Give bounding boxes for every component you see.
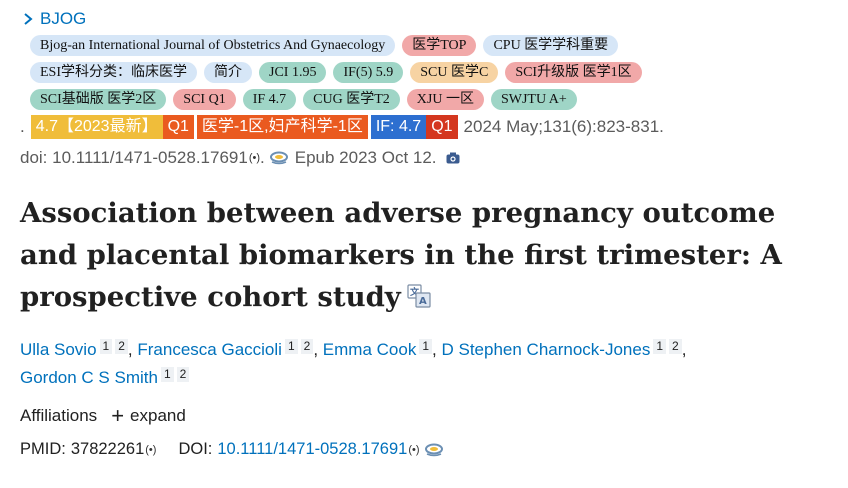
- author-link[interactable]: D Stephen Charnock-Jones: [441, 340, 651, 359]
- affiliation-number[interactable]: 1: [419, 339, 433, 354]
- svg-text:文: 文: [409, 286, 420, 298]
- journal-tag[interactable]: SCI基础版 医学2区: [30, 89, 167, 110]
- expand-affiliations-button[interactable]: + expand: [111, 403, 186, 428]
- author-separator: ,: [681, 340, 687, 359]
- broadcast-icon[interactable]: (•): [248, 152, 261, 164]
- journal-tag[interactable]: SWJTU A+: [490, 89, 577, 110]
- affiliation-number[interactable]: 2: [669, 339, 682, 354]
- journal-tag[interactable]: CUG 医学T2: [303, 89, 400, 110]
- camera-icon[interactable]: [446, 152, 460, 164]
- affiliation-number[interactable]: 1: [99, 339, 113, 354]
- doi-line: doi: 10.1111/1471-0528.17691 (•) . Epub …: [20, 148, 460, 168]
- doi-label: DOI:: [178, 440, 213, 458]
- citation-dot: .: [20, 117, 25, 136]
- author-link[interactable]: Gordon C S Smith: [20, 368, 158, 387]
- journal-tag[interactable]: ESI学科分类：临床医学: [30, 62, 197, 83]
- q-badge: Q1: [426, 115, 458, 139]
- tag-row-1: Bjog-an International Journal of Obstetr…: [30, 35, 619, 56]
- author-list: Ulla Sovio 1 2, Francesca Gaccioli 1 2, Emma…: [20, 336, 830, 392]
- author-separator: ,: [432, 340, 437, 359]
- plus-icon: +: [111, 403, 125, 428]
- article-title-text: Association between adverse pregnancy ou…: [20, 197, 782, 313]
- affiliation-number[interactable]: 2: [176, 367, 190, 382]
- affiliation-number[interactable]: 2: [115, 339, 128, 354]
- category-badge: 医学-1区,妇产科学-1区: [196, 115, 368, 139]
- doi-broadcast-icon[interactable]: (•): [408, 443, 420, 456]
- doi-scholar-ring-icon[interactable]: [424, 443, 444, 457]
- citation-doi[interactable]: doi: 10.1111/1471-0528.17691: [20, 148, 248, 167]
- author-link[interactable]: Ulla Sovio: [20, 340, 97, 359]
- author-link[interactable]: Emma Cook: [322, 340, 417, 359]
- scholar-ring-icon[interactable]: [269, 151, 289, 165]
- chevron-right-icon: [24, 13, 33, 25]
- affiliation-number[interactable]: 1: [160, 367, 174, 382]
- doi-link[interactable]: 10.1111/1471-0528.17691: [217, 440, 408, 458]
- affiliation-number[interactable]: 1: [284, 339, 298, 354]
- author-separator: ,: [127, 340, 133, 359]
- epub-date: Epub 2023 Oct 12.: [294, 148, 437, 167]
- citation-line: . 4.7【2023最新】 Q1 医学-1区,妇产科学-1区 IF: 4.7 Q…: [20, 115, 664, 139]
- translate-icon[interactable]: 文 A: [407, 284, 431, 308]
- journal-tag[interactable]: JCI 1.95: [259, 62, 327, 83]
- journal-tag[interactable]: 医学TOP: [402, 35, 477, 56]
- journal-tag[interactable]: SCI Q1: [173, 89, 236, 110]
- affiliations-label: Affiliations: [20, 406, 98, 425]
- pmid-label: PMID:: [20, 440, 66, 458]
- journal-tag[interactable]: SCU 医学C: [410, 62, 499, 83]
- journal-tag[interactable]: SCI升级版 医学1区: [505, 62, 642, 83]
- quartile-badge: Q1: [162, 115, 194, 139]
- impact-badge: 4.7【2023最新】: [30, 115, 163, 139]
- article-title: Association between adverse pregnancy ou…: [20, 192, 835, 318]
- journal-tag[interactable]: CPU 医学学科重要: [483, 35, 619, 56]
- if-badge: IF: 4.7: [370, 115, 427, 139]
- journal-tag[interactable]: Bjog-an International Journal of Obstetr…: [30, 35, 396, 56]
- journal-tag[interactable]: IF(5) 5.9: [333, 62, 404, 83]
- author-link[interactable]: Francesca Gaccioli: [137, 340, 282, 359]
- journal-tag[interactable]: IF 4.7: [242, 89, 297, 110]
- author-separator: ,: [313, 340, 319, 359]
- article-ids: PMID: 37822261 (•) DOI: 10.1111/1471-052…: [20, 440, 450, 459]
- journal-name: BJOG: [40, 9, 87, 28]
- svg-text:A: A: [419, 296, 427, 307]
- pmid-broadcast-icon[interactable]: (•): [145, 443, 157, 456]
- tag-row-2: ESI学科分类：临床医学 简介 JCI 1.95 IF(5) 5.9 SCU 医学C SC…: [30, 62, 642, 83]
- affiliation-number[interactable]: 1: [653, 339, 667, 354]
- tag-row-3: SCI基础版 医学2区 SCI Q1 IF 4.7 CUG 医学T2 XJU 一区 SWJ…: [30, 89, 577, 110]
- journal-tag[interactable]: XJU 一区: [406, 89, 484, 110]
- affiliations-section: Affiliations + expand: [20, 403, 186, 428]
- journal-link[interactable]: BJOG: [22, 9, 86, 29]
- citation-text: 2024 May;131(6):823-831.: [463, 117, 664, 136]
- pmid-value: 37822261: [70, 440, 145, 458]
- affiliation-number[interactable]: 2: [300, 339, 314, 354]
- expand-label: expand: [130, 406, 186, 425]
- journal-tag[interactable]: 简介: [204, 62, 252, 83]
